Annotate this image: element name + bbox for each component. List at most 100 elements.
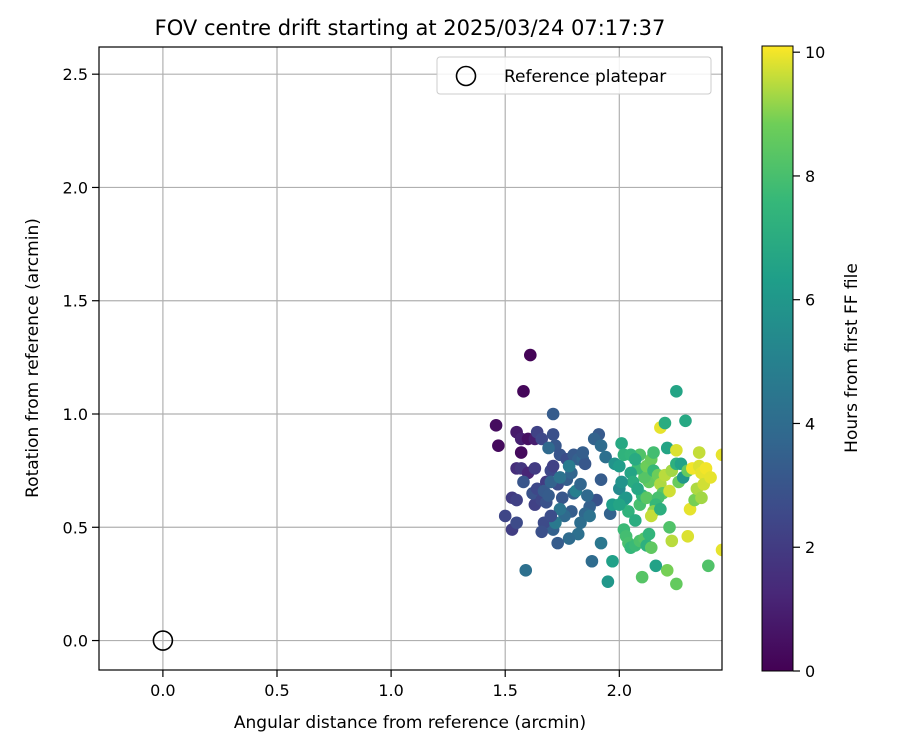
y-tick-label-0: 0.0 [63,632,88,651]
y-tick-label-1: 0.5 [63,518,88,537]
data-point-102 [681,530,695,543]
x-axis-ticks: 0.0 0.5 1.0 1.5 2.0 [150,670,632,700]
legend: Reference platepar [436,56,712,95]
x-tick-label-0: 0.0 [150,681,175,700]
colorbar-tick-label-5: 10 [805,43,825,62]
data-point-25 [542,441,555,455]
data-point-15 [498,509,512,523]
data-point-70 [562,459,576,473]
data-point-43 [562,532,576,545]
data-point-99 [660,564,674,577]
data-point-17 [510,516,523,530]
data-point-79 [606,554,619,568]
colorbar [761,45,794,672]
colorbar-tick-label-4: 8 [805,167,815,186]
data-point-54 [546,459,560,473]
data-point-110 [638,471,651,484]
y-tick-label-4: 2.0 [63,178,88,197]
x-tick-label-3: 1.5 [492,681,517,700]
data-point-31 [578,457,592,471]
data-point-154 [715,448,722,462]
colorbar-tick-label-1: 2 [805,538,815,557]
data-point-158 [615,475,628,489]
reference-marker [152,630,174,651]
colorbar-ticks: 0 2 4 6 8 10 [793,43,825,681]
data-point-98 [649,559,663,573]
data-point-35 [594,439,608,453]
data-point-12 [528,462,542,475]
data-point-135 [670,443,683,457]
data-point-19 [519,564,533,577]
data-point-69 [553,471,567,484]
data-point-75 [585,554,599,568]
data-point-78 [601,575,615,588]
x-tick-label-1: 0.5 [264,681,289,700]
colorbar-tick-label-3: 6 [805,291,815,310]
data-point-0 [524,348,537,362]
data-point-153 [704,471,717,484]
data-point-148 [692,446,706,459]
y-tick-label-3: 1.5 [63,292,88,311]
y-axis-ticks: 0.0 0.5 1.0 1.5 2.0 2.5 [63,65,99,651]
data-point-47 [535,525,549,539]
data-point-73 [581,489,594,502]
data-point-14 [510,493,523,507]
data-point-7 [514,446,528,459]
colorbar-label: Hours from first FF file [842,263,862,453]
x-axis-label: Angular distance from reference (arcmin) [234,713,586,733]
data-points [489,348,722,591]
x-tick-label-4: 2.0 [607,681,632,700]
data-point-74 [583,509,596,523]
data-point-67 [542,489,555,502]
data-point-155 [663,520,676,534]
data-point-2 [489,419,503,432]
data-point-105 [628,514,642,527]
plot-frame [98,46,723,671]
data-point-87 [622,505,635,518]
data-point-130 [658,416,672,430]
data-point-100 [670,577,683,591]
data-point-160 [613,498,626,511]
data-point-96 [644,541,658,554]
data-point-151 [695,491,708,505]
data-point-157 [642,527,656,541]
data-point-21 [535,432,549,446]
data-point-120 [647,446,660,459]
data-point-1 [517,385,530,398]
colorbar-tick-label-0: 0 [805,662,815,681]
data-point-41 [574,516,587,530]
data-point-104 [715,543,722,557]
data-point-108 [640,491,653,505]
data-point-37 [594,473,608,487]
chart-title: FOV centre drift starting at 2025/03/24 … [155,16,666,40]
data-point-141 [670,385,683,398]
legend-label: Reference platepar [504,67,666,87]
data-point-103 [702,559,715,573]
data-point-22 [546,407,560,421]
data-point-3 [492,439,505,453]
data-point-72 [574,477,587,491]
data-point-44 [551,536,564,550]
legend-marker [455,65,477,87]
data-point-101 [665,534,679,548]
data-point-18 [517,475,530,489]
legend-box [436,56,712,95]
data-point-62 [553,502,567,516]
data-point-140 [679,414,692,428]
data-point-114 [628,453,642,466]
grid-lines [99,47,722,670]
data-point-128 [644,509,658,523]
data-point-82 [613,459,626,473]
data-point-56 [555,491,569,505]
data-point-97 [635,570,649,584]
data-point-76 [594,536,608,550]
y-tick-label-5: 2.5 [63,65,88,84]
data-point-23 [546,428,560,441]
data-point-64 [544,509,558,523]
data-point-32 [576,446,590,459]
data-point-36 [599,450,612,464]
x-tick-label-2: 1.0 [378,681,403,700]
data-point-83 [615,437,628,450]
data-point-133 [663,484,676,498]
